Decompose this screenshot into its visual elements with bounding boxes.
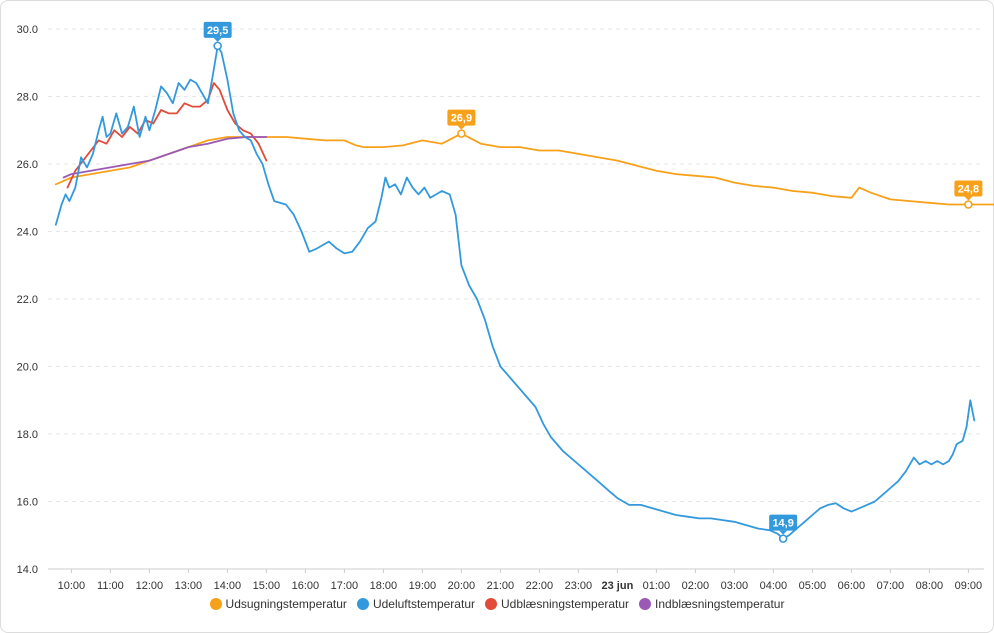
legend-label: Indblæsningstemperatur bbox=[655, 597, 785, 611]
x-tick-label: 04:00 bbox=[760, 580, 788, 592]
legend-color-dot bbox=[484, 598, 497, 610]
series-line-2 bbox=[66, 82, 268, 189]
y-axis-ticks: 30.0 28.0 26.0 24.0 22.0 20.0 18.0 16.0 14.0 bbox=[17, 24, 38, 576]
series-line-1 bbox=[54, 45, 976, 540]
annotation-marker bbox=[964, 200, 973, 209]
annotation-label-box bbox=[203, 21, 232, 38]
chart-legend: Udsugningstemperatur Udeluftstemperatur Ud… bbox=[0, 597, 994, 611]
y-tick-label: 24.0 bbox=[17, 227, 38, 239]
annotation-label-box bbox=[447, 109, 476, 126]
y-tick-label: 16.0 bbox=[17, 497, 38, 509]
annotation-label: 26,9 bbox=[451, 113, 472, 125]
legend-color-dot bbox=[356, 598, 369, 610]
series-line-0 bbox=[54, 132, 994, 206]
y-tick-label: 28.0 bbox=[17, 92, 38, 104]
legend-label: Udblæsningstemperatur bbox=[500, 597, 630, 611]
legend-item[interactable]: Udeluftstemperatur bbox=[356, 597, 475, 611]
x-tick-label: 23:00 bbox=[565, 580, 593, 592]
x-tick-label: 13:00 bbox=[175, 580, 203, 592]
annotation-marker bbox=[778, 534, 788, 543]
legend-item[interactable]: Indblæsningstemperatur bbox=[639, 597, 784, 611]
x-tick-label: 09:00 bbox=[955, 580, 983, 592]
annotation-label: 14,9 bbox=[772, 518, 793, 530]
x-tick-label: 05:00 bbox=[799, 580, 827, 592]
annotation-marker bbox=[213, 41, 222, 51]
annotation-label: 24,8 bbox=[958, 184, 979, 196]
x-tick-label: 03:00 bbox=[721, 580, 749, 592]
legend-label: Udeluftstemperatur bbox=[372, 597, 475, 611]
x-tick-label: 01:00 bbox=[643, 580, 671, 592]
x-tick-label: 22:00 bbox=[526, 580, 554, 592]
x-tick-label: 08:00 bbox=[916, 580, 944, 592]
x-tick-label: 14:00 bbox=[214, 580, 242, 592]
annotation-pointer bbox=[964, 196, 973, 201]
x-tick-label: 12:00 bbox=[136, 580, 164, 592]
annotation-marker bbox=[457, 129, 466, 138]
series-line-3 bbox=[62, 136, 268, 179]
annotation-pointer bbox=[213, 37, 222, 42]
x-tick-label: 10:00 bbox=[58, 580, 86, 592]
y-tick-label: 30.0 bbox=[17, 24, 38, 36]
x-tick-label: 21:00 bbox=[487, 580, 515, 592]
y-tick-label: 26.0 bbox=[17, 159, 38, 171]
annotation-label-box bbox=[954, 180, 983, 197]
legend-item[interactable]: Udblæsningstemperatur bbox=[484, 597, 630, 611]
x-tick-label: 23 jun bbox=[602, 580, 634, 592]
x-axis-ticks: 10:00 11:00 12:00 13:00 14:00 15:00 16:00 17:00… bbox=[58, 569, 983, 592]
x-tick-label: 16:00 bbox=[292, 580, 320, 592]
annotation-pointer bbox=[457, 125, 466, 130]
y-tick-label: 18.0 bbox=[17, 429, 38, 441]
x-tick-label: 02:00 bbox=[682, 580, 710, 592]
x-tick-label: 19:00 bbox=[409, 580, 437, 592]
y-tick-label: 22.0 bbox=[17, 294, 38, 306]
x-tick-label: 11:00 bbox=[97, 580, 124, 592]
series-lines bbox=[54, 45, 994, 540]
annotation-label: 29,5 bbox=[207, 25, 228, 37]
x-tick-label: 18:00 bbox=[370, 580, 398, 592]
x-tick-label: 07:00 bbox=[877, 580, 905, 592]
y-tick-label: 14.0 bbox=[17, 564, 38, 576]
x-tick-label: 06:00 bbox=[838, 580, 866, 592]
grid-lines bbox=[48, 28, 984, 570]
x-tick-label: 20:00 bbox=[448, 580, 476, 592]
annotation-label-box bbox=[769, 514, 798, 531]
legend-item[interactable]: Udsugningstemperatur bbox=[209, 597, 347, 611]
data-annotations: 29,5 26,9 14,9 24,8 bbox=[203, 21, 983, 543]
legend-label: Udsugningstemperatur bbox=[225, 597, 347, 611]
y-tick-label: 20.0 bbox=[17, 362, 38, 374]
legend-color-dot bbox=[639, 598, 652, 610]
annotation-pointer bbox=[779, 530, 788, 535]
legend-color-dot bbox=[209, 598, 222, 610]
x-tick-label: 17:00 bbox=[331, 580, 359, 592]
x-tick-label: 15:00 bbox=[253, 580, 281, 592]
